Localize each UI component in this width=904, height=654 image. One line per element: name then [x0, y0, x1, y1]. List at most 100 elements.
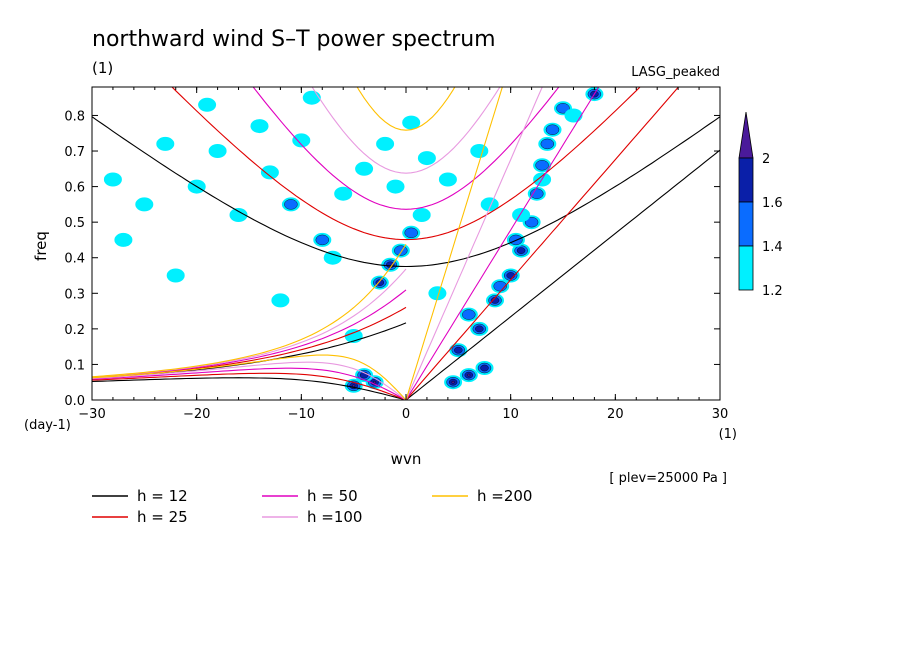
contour-blob	[451, 380, 455, 384]
plev-annotation: [ plev=25000 Pa ]	[609, 471, 727, 486]
contour-blob	[103, 172, 122, 187]
contour-blob	[412, 208, 431, 222]
legend-label-h25: h = 25	[137, 508, 188, 526]
contour-blob	[467, 373, 471, 377]
contour-blob	[428, 286, 447, 301]
y-tick-label: 0.3	[64, 287, 85, 302]
contour-blob	[229, 208, 248, 222]
y-tick-label: 0.6	[64, 181, 85, 196]
chart-title: northward wind S–T power spectrum	[92, 27, 496, 52]
contour-blob	[506, 272, 515, 279]
x-axis-unit: (1)	[719, 427, 737, 442]
contour-blob	[373, 380, 377, 384]
y-axis-label: freq	[32, 231, 50, 261]
y-tick-label: 0.5	[64, 216, 85, 231]
colorbar-band	[738, 201, 754, 247]
legend-label-h50: h = 50	[307, 487, 358, 505]
contour-blob	[512, 208, 531, 222]
y-tick-label: 0.1	[64, 358, 85, 373]
contour-blob	[334, 186, 353, 201]
colorbar-label: 1.6	[762, 196, 783, 211]
contour-blob	[284, 199, 298, 210]
contour-blob	[323, 250, 342, 265]
x-tick-label: −20	[183, 407, 210, 422]
kelvin-wave-curve	[405, 87, 680, 400]
plot-frame	[91, 86, 721, 401]
contour-blob	[208, 144, 227, 158]
contour-blob	[564, 108, 583, 123]
contour-blob	[556, 103, 570, 114]
inertia-gravity-curve	[171, 87, 641, 241]
contour-blob	[355, 161, 374, 176]
kelvin-wave-curve	[405, 87, 543, 400]
mrg-wave-curve	[92, 306, 407, 379]
contour-blob	[394, 245, 408, 256]
rossby-wave-curve	[92, 361, 407, 400]
contour-blob	[404, 227, 418, 239]
contour-blob	[540, 138, 554, 150]
contour-blob	[386, 179, 405, 194]
contour-blob	[376, 136, 395, 151]
y-tick-label: 0.8	[64, 109, 85, 124]
chart-subtitle-right: LASG_peaked	[631, 65, 720, 80]
kelvin-wave-curve	[405, 149, 720, 400]
contour-blob	[250, 119, 269, 134]
contour-blob	[480, 197, 499, 212]
contour-blob	[156, 136, 175, 151]
inertia-gravity-curve	[311, 87, 501, 174]
contour-blob	[516, 247, 526, 254]
contour-blob	[271, 293, 290, 308]
mrg-wave-curve	[92, 244, 407, 378]
inertia-gravity-curve	[252, 87, 560, 210]
contour-blob	[475, 325, 484, 333]
contour-blob	[417, 151, 436, 166]
colorbar-top-arrow	[738, 111, 754, 159]
contour-blob	[454, 346, 463, 354]
axis-ticks: −30 −20 −10 0 10 20 30 0.0 0.1 0.2 0.3 0.4 0.5 0.6 0.7…	[64, 87, 728, 422]
rossby-wave-curve	[92, 377, 407, 400]
x-tick-label: −30	[78, 407, 105, 422]
inertia-gravity-curve	[356, 87, 456, 131]
y-axis-unit: (day-1)	[24, 418, 71, 433]
rossby-wave-curve	[92, 354, 407, 400]
rossby-wave-curve	[92, 367, 407, 400]
x-tick-label: 10	[502, 407, 519, 422]
contour-blob	[480, 364, 489, 372]
chart-subtitle-left: (1)	[92, 59, 113, 77]
contour-blob	[462, 309, 476, 320]
contour-fill-layer	[103, 87, 604, 393]
contour-blob	[524, 216, 539, 228]
rossby-wave-curve	[92, 372, 407, 400]
contour-blob	[292, 133, 311, 148]
contour-blob	[438, 172, 457, 187]
colorbar-label: 2	[762, 152, 770, 167]
x-axis-label: wvn	[391, 450, 422, 468]
x-tick-label: −10	[288, 407, 315, 422]
contour-blob	[114, 232, 133, 247]
contour-blob	[530, 188, 544, 199]
x-tick-label: 20	[607, 407, 624, 422]
colorbar-label: 1.4	[762, 240, 783, 255]
colorbar: 1.2 1.4 1.6 2	[738, 111, 783, 299]
contour-blob	[470, 144, 489, 158]
y-tick-label: 0.2	[64, 323, 85, 338]
y-tick-label: 0.0	[64, 394, 85, 409]
x-tick-label: 0	[402, 407, 410, 422]
colorbar-band	[738, 245, 754, 291]
y-tick-label: 0.7	[64, 145, 85, 160]
legend-label-h12: h = 12	[137, 487, 188, 505]
contour-blob	[545, 124, 560, 135]
legend-label-h100: h =100	[307, 508, 362, 526]
legend-label-h200: h =200	[477, 487, 532, 505]
kelvin-wave-curve	[405, 87, 600, 400]
kelvin-wave-curve	[405, 87, 503, 400]
contour-blob	[315, 234, 329, 246]
contour-blob	[402, 115, 421, 130]
contour-blob	[166, 268, 185, 283]
inertia-gravity-curve	[92, 116, 720, 268]
colorbar-band	[738, 157, 754, 203]
y-tick-label: 0.4	[64, 252, 85, 267]
contour-blob	[535, 160, 549, 171]
dispersion-curve-layer	[92, 87, 720, 400]
